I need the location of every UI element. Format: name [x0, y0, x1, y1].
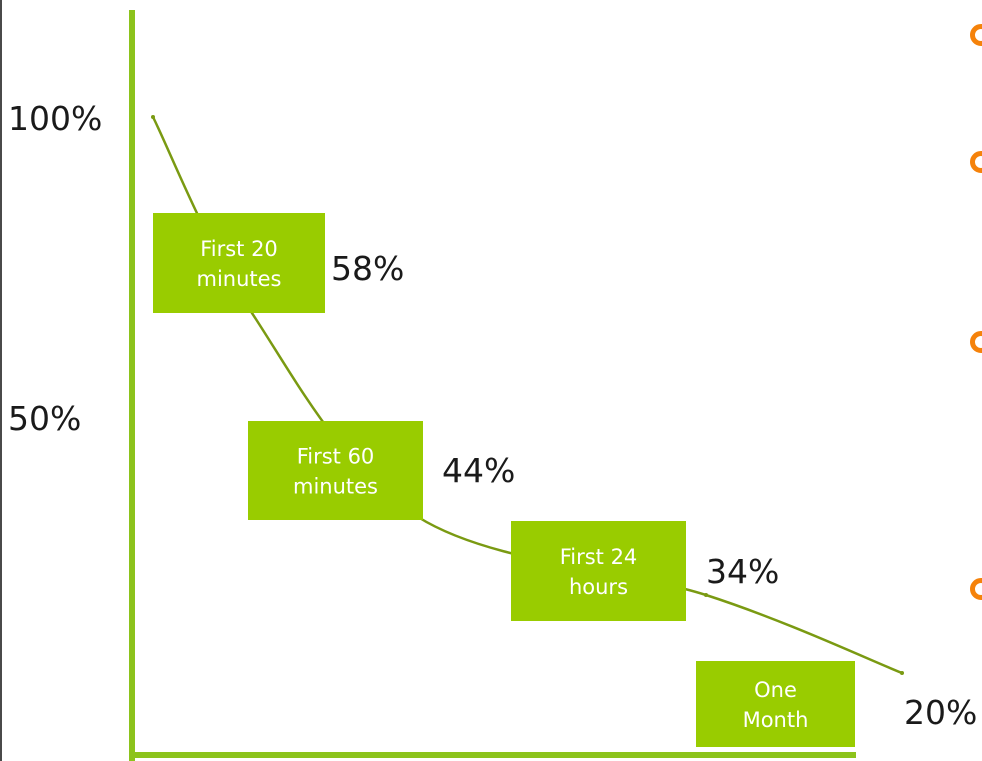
time-interval-label: First 60 — [297, 445, 375, 469]
time-interval-label: One — [754, 678, 797, 702]
value-label: 20% — [904, 693, 977, 732]
circle-bullet-icon — [970, 331, 982, 353]
y-tick-label-100: 100% — [8, 99, 102, 138]
y-axis — [129, 10, 135, 761]
circle-bullet-icon — [970, 578, 982, 600]
circle-bullet-icon — [970, 24, 982, 46]
y-tick-label-50: 50% — [8, 399, 81, 438]
value-label: 44% — [442, 451, 515, 490]
value-label: 34% — [706, 552, 779, 591]
time-interval-label: hours — [569, 575, 628, 599]
time-interval-label: minutes — [293, 475, 378, 499]
value-label: 58% — [331, 249, 404, 288]
data-point — [900, 671, 904, 675]
data-point — [704, 593, 708, 597]
time-interval-box — [696, 661, 855, 747]
circle-bullet-icon — [970, 151, 982, 173]
slide-left-edge — [0, 0, 2, 761]
time-interval-label: First 20 — [200, 237, 278, 261]
time-interval-box — [511, 521, 686, 621]
time-interval-box — [153, 213, 325, 313]
time-interval-label: minutes — [196, 267, 281, 291]
data-point — [151, 115, 155, 119]
x-axis — [129, 752, 856, 758]
time-interval-label: Month — [743, 708, 809, 732]
time-interval-label: First 24 — [560, 545, 638, 569]
time-interval-box — [248, 421, 423, 520]
